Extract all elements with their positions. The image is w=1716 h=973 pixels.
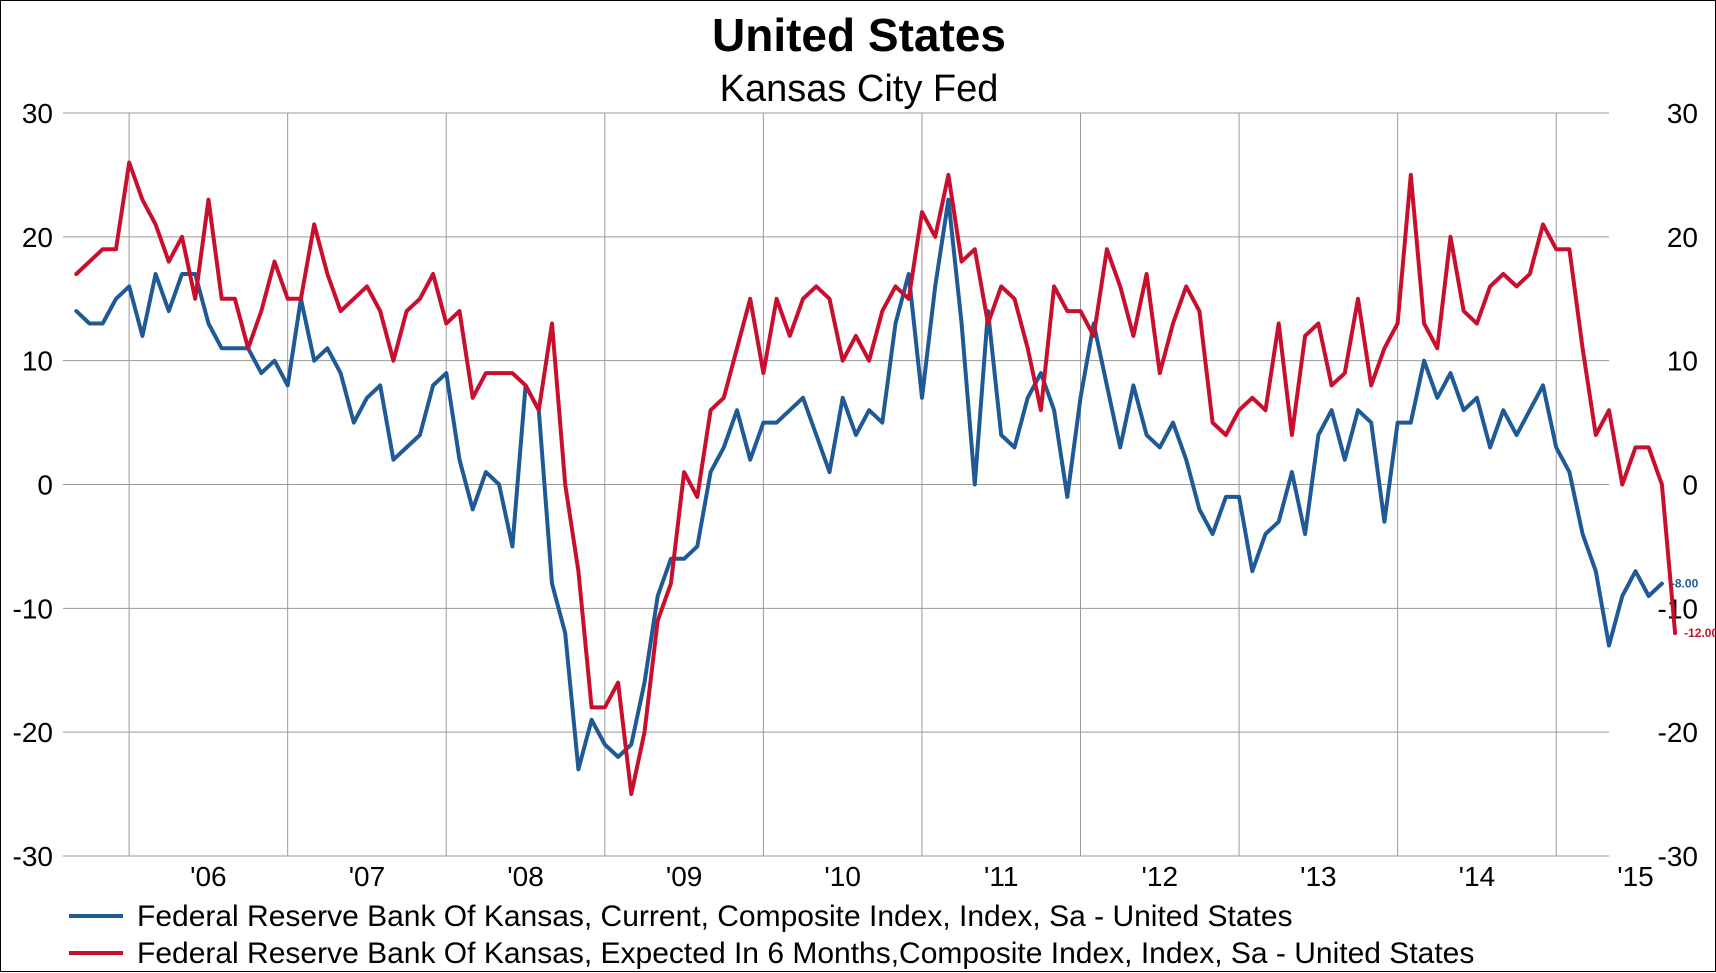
x-tick-label: '12 [1142, 861, 1179, 892]
grid-layer [63, 112, 1609, 857]
right-axis: 30 20 10 0 -10 -20 -30 [1658, 98, 1698, 872]
legend-label-current: Federal Reserve Bank Of Kansas, Current,… [137, 900, 1293, 933]
end-label-layer: -8.00 -12.00 [1671, 577, 1716, 641]
y-tick-label-right: 0 [1682, 470, 1698, 501]
y-tick-label-right: -30 [1658, 841, 1698, 872]
x-tick-label: '08 [507, 861, 544, 892]
y-tick-label-right: -10 [1658, 593, 1698, 624]
end-value-label: -12.00 [1684, 626, 1716, 640]
x-tick-label: '14 [1459, 861, 1496, 892]
y-tick-label-left: -10 [13, 593, 53, 624]
x-tick-label: '06 [190, 861, 227, 892]
chart-title: United States [712, 9, 1006, 61]
legend: Federal Reserve Bank Of Kansas, Current,… [69, 900, 1474, 970]
y-tick-label-left: -20 [13, 717, 53, 748]
y-tick-label-right: -20 [1658, 717, 1698, 748]
x-tick-label: '07 [349, 861, 386, 892]
x-tick-label: '09 [666, 861, 703, 892]
legend-label-expected: Federal Reserve Bank Of Kansas, Expected… [137, 937, 1474, 970]
y-tick-label-left: 10 [22, 346, 53, 377]
y-tick-label-right: 10 [1667, 346, 1698, 377]
x-tick-label: '13 [1300, 861, 1337, 892]
y-tick-label-right: 30 [1667, 98, 1698, 129]
series-line-expected [74, 160, 1678, 797]
series-layer [74, 160, 1678, 797]
end-value-label: -8.00 [1671, 577, 1699, 591]
chart-subtitle: Kansas City Fed [720, 68, 999, 110]
y-tick-label-left: -30 [13, 841, 53, 872]
x-tick-label: '11 [984, 861, 1018, 892]
y-tick-label-left: 0 [37, 470, 53, 501]
left-axis: 30 20 10 0 -10 -20 -30 [13, 98, 53, 872]
x-tick-label: '10 [824, 861, 861, 892]
y-tick-label-right: 20 [1667, 222, 1698, 253]
x-tick-label: '15 [1617, 861, 1654, 892]
y-tick-label-left: 20 [22, 222, 53, 253]
x-axis: '06 '07 '08 '09 '10 '11 '12 '13 '14 '15 [190, 861, 1654, 892]
series-line-current [74, 197, 1664, 772]
y-tick-label-left: 30 [22, 98, 53, 129]
